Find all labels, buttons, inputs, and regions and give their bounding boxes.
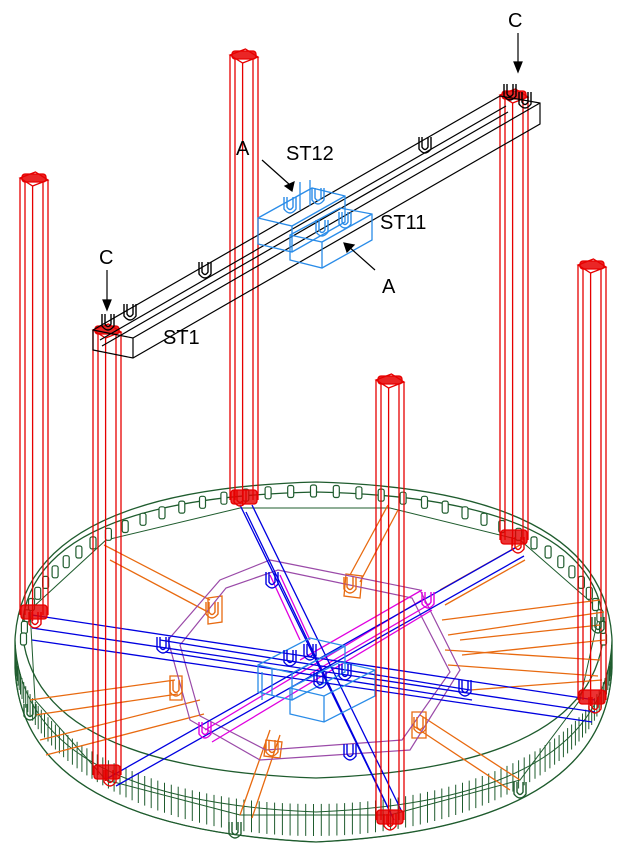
u-clip bbox=[591, 617, 605, 634]
u-clip bbox=[418, 137, 432, 154]
ring-block bbox=[139, 512, 147, 526]
u-clip bbox=[588, 697, 602, 714]
label-st11: ST11 bbox=[380, 212, 426, 234]
u-clip bbox=[103, 770, 117, 787]
ring-block bbox=[75, 545, 83, 559]
ring-block bbox=[355, 486, 363, 500]
ring-block bbox=[309, 484, 318, 498]
u-clip bbox=[156, 637, 170, 654]
center-blue-boxes bbox=[257, 637, 376, 723]
u-clip bbox=[198, 722, 212, 739]
column bbox=[18, 171, 50, 621]
u-clip bbox=[101, 314, 115, 331]
ring-block bbox=[20, 620, 28, 635]
column bbox=[374, 373, 406, 826]
u-clip bbox=[205, 602, 219, 619]
column bbox=[91, 323, 123, 781]
ring-block bbox=[441, 500, 449, 514]
u-clip bbox=[28, 612, 42, 629]
top-beam-st1 bbox=[92, 95, 541, 359]
u-clip bbox=[503, 84, 517, 101]
u-clip bbox=[311, 188, 325, 205]
ring-block bbox=[530, 536, 538, 550]
u-clip bbox=[169, 680, 183, 697]
ring-block bbox=[544, 545, 552, 559]
ring-block bbox=[568, 565, 576, 579]
label-a-right: A bbox=[382, 276, 396, 298]
ring-block bbox=[591, 597, 600, 612]
ring-block bbox=[287, 484, 295, 499]
ring-block bbox=[34, 586, 42, 600]
u-clip bbox=[283, 650, 297, 667]
ring-block bbox=[585, 586, 593, 600]
ring-block bbox=[596, 609, 604, 623]
u-clip bbox=[338, 212, 352, 229]
ring-support-blocks bbox=[19, 484, 608, 646]
ring-block bbox=[461, 506, 469, 520]
ring-block bbox=[158, 506, 166, 520]
u-clip bbox=[458, 680, 472, 697]
ring-block bbox=[480, 512, 488, 526]
u-clip bbox=[265, 572, 279, 589]
inner-ring-beams bbox=[167, 559, 461, 761]
ring-block bbox=[62, 555, 70, 569]
label-c-left: C bbox=[99, 247, 113, 269]
ring-block bbox=[420, 495, 429, 509]
u-clip bbox=[383, 814, 397, 831]
u-clip bbox=[123, 304, 137, 321]
column bbox=[228, 48, 260, 506]
label-st1: ST1 bbox=[163, 327, 200, 349]
u-clip bbox=[421, 592, 435, 609]
u-clip bbox=[265, 740, 279, 757]
ring-block bbox=[399, 491, 407, 505]
ring-block bbox=[51, 565, 59, 579]
label-st12: ST12 bbox=[286, 143, 334, 165]
u-clip bbox=[513, 782, 527, 799]
ring-block bbox=[198, 495, 207, 509]
label-c-right: C bbox=[508, 10, 522, 32]
ring-block bbox=[104, 527, 113, 541]
u-clip bbox=[198, 262, 212, 279]
u-clip bbox=[343, 577, 357, 594]
ring-block bbox=[178, 500, 186, 514]
label-a-top: A bbox=[236, 138, 250, 160]
ring-block bbox=[557, 555, 565, 569]
u-clip bbox=[343, 744, 357, 761]
u-clip bbox=[313, 672, 327, 689]
ring-block bbox=[332, 484, 340, 499]
u-clip bbox=[413, 717, 427, 734]
ring-block bbox=[264, 486, 272, 500]
ring-block bbox=[220, 491, 228, 505]
u-clip bbox=[338, 664, 352, 681]
u-clip bbox=[233, 490, 247, 507]
u-clip bbox=[511, 537, 525, 554]
leader-arrows bbox=[102, 33, 523, 312]
u-clip bbox=[283, 197, 297, 214]
u-clip bbox=[23, 704, 37, 721]
column bbox=[498, 88, 530, 546]
ring-block bbox=[121, 519, 129, 534]
blue-beams bbox=[31, 504, 596, 821]
u-clip bbox=[518, 92, 532, 109]
u-clips bbox=[23, 84, 605, 839]
u-clip bbox=[303, 644, 317, 661]
ring-block bbox=[19, 632, 28, 646]
red-columns bbox=[18, 48, 608, 826]
u-clip bbox=[315, 220, 329, 237]
u-clip bbox=[228, 822, 242, 839]
